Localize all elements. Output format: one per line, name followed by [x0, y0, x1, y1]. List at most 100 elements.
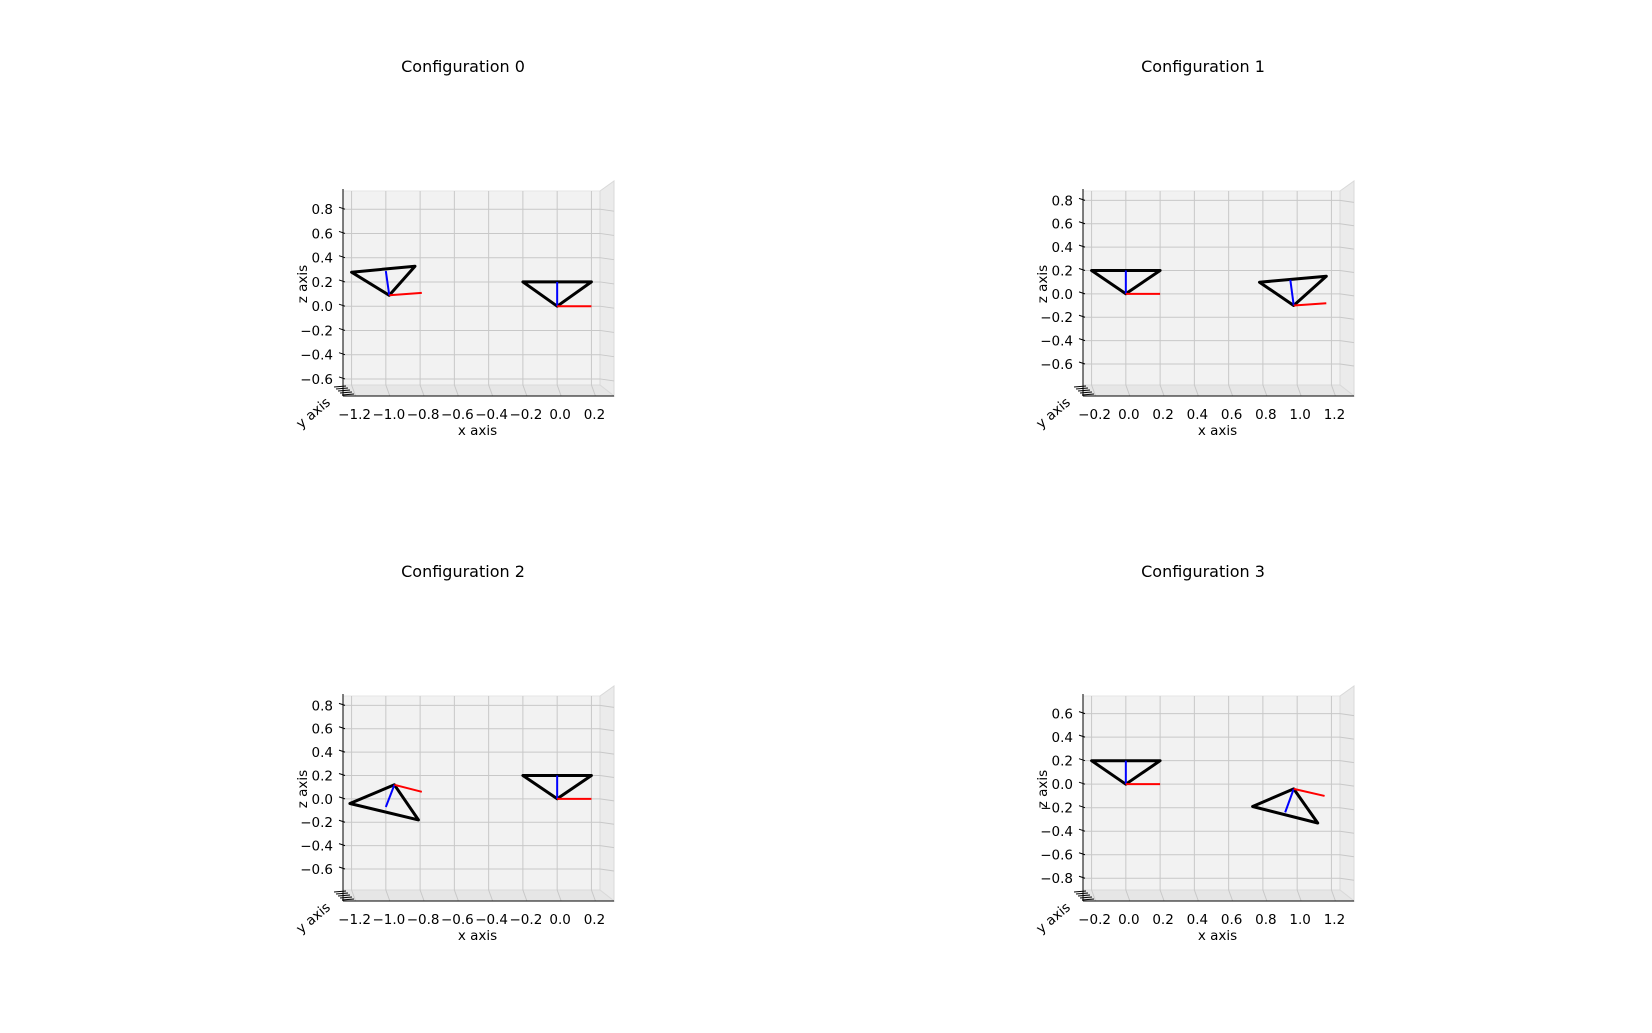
z-side-gridline	[599, 305, 615, 309]
z-side-gridline	[599, 354, 615, 358]
z-side-gridline	[1339, 783, 1355, 787]
x-axis-label: x axis	[1198, 928, 1237, 944]
z-tick-label: −0.6	[300, 372, 333, 388]
z-side-gridline	[599, 257, 615, 261]
z-tick-label: 0.2	[1052, 754, 1073, 770]
z-tick-label: −0.2	[300, 815, 333, 831]
triangle-mark	[350, 264, 417, 297]
z-tick	[1078, 291, 1086, 295]
y-tick	[1077, 894, 1091, 897]
x-floor-gridline	[351, 384, 357, 397]
z-tick-label: 0.2	[312, 768, 333, 784]
z-tick-label: 0.8	[312, 698, 333, 714]
z-tick	[1078, 758, 1086, 762]
z-tick	[1078, 267, 1086, 271]
floor-pane	[1082, 384, 1356, 397]
x-floor-gridline	[385, 889, 391, 902]
y-tick	[1075, 387, 1089, 390]
x-floor-gridline	[1228, 889, 1234, 902]
x-floor-gridline	[453, 889, 459, 902]
x-tick-label: −0.2	[510, 912, 543, 928]
x-tick-label: −0.6	[441, 407, 474, 423]
z-tick	[338, 749, 346, 753]
x-tick-label: 0.6	[1221, 912, 1242, 928]
z-axis-label: z axis	[1035, 265, 1051, 303]
z-tick	[338, 279, 346, 283]
back-pane	[342, 190, 601, 386]
y-tick	[333, 890, 347, 893]
segment-mark	[1293, 302, 1327, 307]
z-tick	[1078, 197, 1086, 201]
z-side-gridline	[599, 232, 615, 236]
x-floor-gridline	[1262, 889, 1268, 902]
z-tick-label: 0.0	[1052, 287, 1073, 303]
z-tick	[338, 352, 346, 356]
z-tick-label: −0.6	[300, 862, 333, 878]
x-tick-label: 0.0	[549, 407, 570, 423]
z-side-gridline	[1339, 199, 1355, 203]
z-tick-label: −0.8	[1040, 871, 1073, 887]
z-side-gridline	[1339, 340, 1355, 344]
z-tick-label: 0.6	[1052, 707, 1073, 723]
subplot-title: Configuration 3	[1141, 562, 1265, 581]
z-tick-label: 0.2	[312, 275, 333, 291]
x-tick-label: −0.4	[475, 912, 508, 928]
z-side-gridline	[1339, 760, 1355, 764]
z-tick	[1078, 361, 1086, 365]
z-tick-label: −0.2	[1040, 310, 1073, 326]
z-side-gridline	[1339, 713, 1355, 717]
z-side-gridline	[599, 378, 615, 382]
subplot-title: Configuration 2	[401, 562, 525, 581]
z-side-gridline	[1339, 246, 1355, 250]
x-tick-label: −1.2	[338, 407, 371, 423]
y-tick	[1081, 393, 1095, 396]
x-floor-gridline	[1330, 384, 1336, 397]
z-tick	[1078, 875, 1086, 879]
x-floor-gridline	[1296, 384, 1302, 397]
z-tick	[1078, 338, 1086, 342]
y-tick	[1073, 385, 1087, 388]
z-tick	[338, 819, 346, 823]
z-side-gridline	[1339, 830, 1355, 834]
back-pane	[1082, 190, 1341, 386]
z-side-gridline	[599, 798, 615, 802]
subplot-0: Configuration 0−1.2 −1.0 −0.8 −0.6 −0.4 −0.2 0…	[293, 57, 616, 439]
floor-pane	[1082, 889, 1356, 902]
side-pane	[599, 180, 615, 398]
z-tick	[338, 866, 346, 870]
x-tick-label: 0.8	[1255, 407, 1276, 423]
y-tick	[335, 892, 349, 895]
y-tick	[1079, 896, 1093, 899]
y-tick	[339, 896, 353, 899]
z-side-gridline	[599, 704, 615, 708]
z-tick	[1078, 828, 1086, 832]
floor-pane	[342, 889, 616, 902]
z-side-gridline	[599, 329, 615, 333]
z-tick	[1078, 734, 1086, 738]
x-tick-label: 1.0	[1289, 912, 1310, 928]
x-floor-gridline	[1193, 889, 1199, 902]
x-tick-label: −0.8	[407, 407, 440, 423]
z-tick	[338, 376, 346, 380]
x-floor-gridline	[556, 889, 562, 902]
x-tick-label: −0.2	[510, 407, 543, 423]
z-tick-label: −0.4	[300, 348, 333, 364]
x-tick-label: −0.4	[475, 407, 508, 423]
x-tick-label: −0.2	[1078, 912, 1111, 928]
z-tick-label: −0.4	[300, 839, 333, 855]
x-floor-gridline	[522, 889, 528, 902]
y-axis-label: y axis	[1033, 900, 1073, 938]
z-tick-label: 0.2	[1052, 263, 1073, 279]
z-tick-label: 0.8	[1052, 193, 1073, 209]
z-side-gridline	[1339, 854, 1355, 858]
y-axis-label: y axis	[293, 395, 333, 433]
x-floor-gridline	[1193, 384, 1199, 397]
z-tick	[338, 726, 346, 730]
x-tick-label: −1.2	[338, 912, 371, 928]
z-side-gridline	[1339, 269, 1355, 273]
y-tick	[1073, 890, 1087, 893]
z-tick	[338, 327, 346, 331]
triangle-mark	[1251, 787, 1320, 825]
z-tick-label: 0.6	[1052, 217, 1073, 233]
